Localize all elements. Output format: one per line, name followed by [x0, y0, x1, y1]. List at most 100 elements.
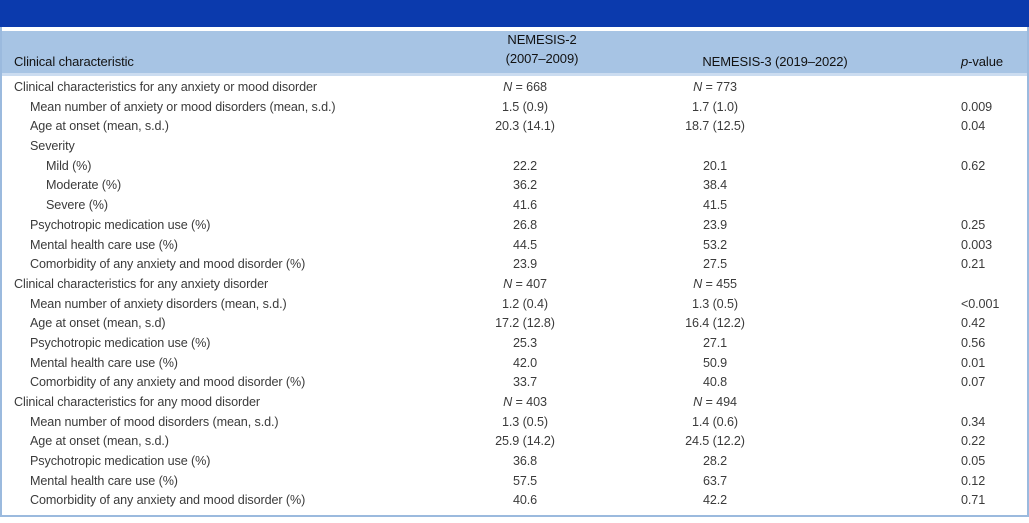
nemesis3-cell: 24.5 (12.2) — [685, 434, 745, 449]
table-row: Age at onset (mean, s.d) 17.2 (12.8) 16.4 … — [2, 314, 1027, 334]
characteristic-cell: Moderate (%) — [46, 178, 122, 193]
characteristic-cell: Mild (%) — [46, 158, 92, 173]
characteristic-cell: Clinical characteristics for any anxiety… — [14, 80, 317, 94]
characteristic-cell: Psychotropic medication use (%) — [30, 217, 211, 232]
p-value-cell: 0.003 — [961, 237, 993, 252]
nemesis3-cell: 20.1 — [702, 158, 728, 173]
italic-n: N — [693, 276, 703, 291]
italic-n: N — [693, 80, 703, 94]
p-value-cell: 0.12 — [961, 473, 986, 488]
italic-n: N — [503, 80, 513, 94]
nemesis3-cell: 27.5 — [702, 257, 728, 272]
nemesis2-cell: 1.3 (0.5) — [501, 414, 548, 429]
nemesis3-cell: 38.4 — [702, 178, 728, 193]
nemesis2-cell: 23.9 — [512, 257, 538, 272]
table-row: Severity — [2, 137, 1027, 157]
table-row: Comorbidity of any anxiety and mood diso… — [2, 255, 1027, 275]
nemesis2-cell: 41.6 — [512, 198, 538, 213]
nemesis2-cell: 20.3 (14.1) — [495, 119, 555, 134]
nemesis2-cell: N = 668 — [503, 80, 547, 94]
p-value-cell: 0.25 — [961, 217, 986, 232]
nemesis2-cell: 36.8 — [512, 454, 538, 469]
nemesis3-cell: 40.8 — [702, 375, 728, 390]
table-row: Psychotropic medication use (%) 36.8 28.2 0… — [2, 452, 1027, 472]
italic-n: N — [503, 276, 513, 291]
table-row: Age at onset (mean, s.d.) 25.9 (14.2) 24.5… — [2, 432, 1027, 452]
table-row: Clinical characteristics for any mood di… — [2, 393, 1027, 413]
nemesis3-cell: 41.5 — [702, 198, 728, 213]
p-value-cell: 0.22 — [961, 434, 986, 449]
table-row: Comorbidity of any anxiety and mood diso… — [2, 373, 1027, 393]
characteristic-cell: Psychotropic medication use (%) — [30, 454, 211, 469]
p-value-cell: 0.71 — [961, 493, 986, 508]
column-header-characteristic-label: Clinical characteristic — [14, 54, 134, 69]
nemesis3-cell: 16.4 (12.2) — [685, 316, 745, 331]
italic-n: N — [503, 395, 513, 409]
p-value-cell — [800, 78, 1027, 98]
table-row: Age at onset (mean, s.d.) 20.3 (14.1) 18.7… — [2, 117, 1027, 137]
nemesis3-cell: 18.7 (12.5) — [685, 119, 745, 134]
p-value-cell: 0.21 — [961, 257, 986, 272]
nemesis3-cell: 28.2 — [702, 454, 728, 469]
column-header-nemesis3-label: NEMESIS-3 (2019–2022) — [702, 54, 848, 69]
nemesis2-cell: 44.5 — [512, 237, 538, 252]
nemesis2-cell: N = 407 — [503, 276, 547, 291]
p-value-cell: 0.42 — [961, 316, 986, 331]
nemesis2-cell: 42.0 — [512, 355, 538, 370]
column-header-nemesis2-line2: (2007–2009) — [505, 51, 579, 67]
nemesis3-cell: N = 494 — [693, 395, 737, 409]
table-row: Comorbidity of any anxiety and mood diso… — [2, 491, 1027, 511]
characteristic-cell: Age at onset (mean, s.d.) — [30, 119, 169, 134]
nemesis2-cell — [420, 137, 630, 157]
characteristic-cell: Comorbidity of any anxiety and mood diso… — [30, 493, 306, 508]
nemesis3-cell: 63.7 — [702, 473, 728, 488]
nemesis2-cell: 22.2 — [512, 158, 538, 173]
characteristic-cell: Comorbidity of any anxiety and mood diso… — [30, 257, 306, 272]
table-row: Mild (%) 22.2 20.1 0.62 — [2, 157, 1027, 177]
column-header-nemesis3: NEMESIS-3 (2019–2022) — [630, 54, 847, 69]
p-value-cell: <0.001 — [961, 296, 1000, 311]
table-row: Clinical characteristics for any anxiety… — [2, 78, 1027, 98]
p-value-italic-p: p — [961, 54, 969, 69]
p-value-cell: 0.05 — [961, 454, 986, 469]
characteristic-cell: Clinical characteristics for any mood di… — [14, 395, 260, 409]
p-value-cell: 0.62 — [961, 158, 986, 173]
characteristic-cell: Clinical characteristics for any anxiety… — [14, 276, 269, 291]
p-value-cell — [800, 176, 1027, 196]
nemesis3-cell: 23.9 — [702, 217, 728, 232]
nemesis2-cell: 40.6 — [512, 493, 538, 508]
characteristic-cell: Comorbidity of any anxiety and mood diso… — [30, 375, 306, 390]
nemesis3-cell — [630, 137, 800, 157]
column-header-characteristic: Clinical characteristic — [2, 54, 420, 69]
table-row: Mental health care use (%) 42.0 50.9 0.01 — [2, 354, 1027, 374]
column-header-nemesis2-line1: NEMESIS-2 — [507, 32, 577, 48]
p-value-cell: 0.01 — [961, 355, 986, 370]
nemesis2-cell: 25.3 — [512, 335, 538, 350]
nemesis2-cell: N = 403 — [503, 395, 547, 409]
table-body: Clinical characteristics for any anxiety… — [2, 76, 1027, 511]
p-value-suffix: -value — [968, 54, 1003, 69]
characteristic-cell: Mental health care use (%) — [30, 237, 178, 252]
table-row: Mean number of anxiety or mood disorders… — [2, 98, 1027, 118]
characteristic-cell: Mean number of mood disorders (mean, s.d… — [30, 414, 279, 429]
characteristic-cell: Mental health care use (%) — [30, 355, 178, 370]
nemesis2-cell: 25.9 (14.2) — [495, 434, 555, 449]
nemesis3-cell: 53.2 — [702, 237, 728, 252]
nemesis3-cell: N = 773 — [693, 80, 737, 94]
p-value-cell — [800, 275, 1027, 295]
p-value-cell: 0.04 — [961, 119, 986, 134]
table-header-row: Clinical characteristic NEMESIS-2 (2007–… — [2, 31, 1027, 76]
p-value-cell — [800, 137, 1027, 157]
table-row: Moderate (%) 36.2 38.4 — [2, 176, 1027, 196]
characteristic-cell: Age at onset (mean, s.d) — [30, 316, 166, 331]
characteristic-cell: Severity — [30, 139, 75, 154]
nemesis2-cell: 1.2 (0.4) — [501, 296, 548, 311]
characteristic-cell: Mean number of anxiety disorders (mean, … — [30, 296, 287, 311]
table-row: Psychotropic medication use (%) 25.3 27.1 0… — [2, 334, 1027, 354]
table-row: Mean number of anxiety disorders (mean, … — [2, 295, 1027, 315]
table-row: Clinical characteristics for any anxiety… — [2, 275, 1027, 295]
nemesis2-cell: 57.5 — [512, 473, 538, 488]
characteristic-cell: Mental health care use (%) — [30, 473, 178, 488]
